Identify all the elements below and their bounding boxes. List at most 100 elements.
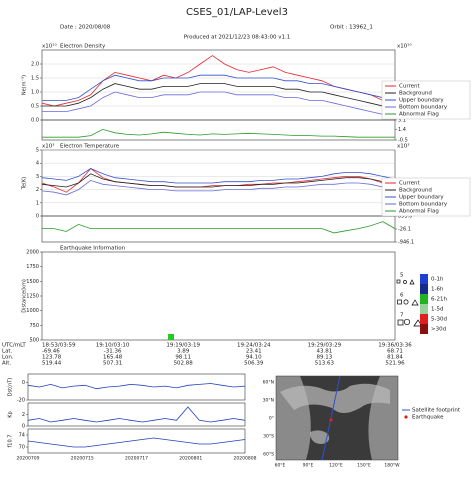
table-cell: 18:53/03:59: [42, 343, 76, 349]
legend-label: Current: [399, 84, 421, 90]
y-tick-label: 70: [19, 445, 25, 451]
magnitude-icon: [397, 319, 404, 326]
legend-label: Satellite footprint: [412, 408, 461, 414]
table-row-label: Alt.: [2, 361, 11, 367]
panel-scale: x10³: [42, 143, 54, 150]
panel-title: Electron Density: [60, 44, 106, 50]
map-y-label: 60°S: [263, 452, 274, 458]
legend-label: Bottom boundary: [399, 105, 448, 111]
magnitude-icon: [397, 299, 402, 305]
plot-frame: [27, 402, 246, 427]
table-cell: 23.41: [246, 349, 262, 355]
data-line: [41, 55, 396, 107]
legend-label: Abnormal Flag: [399, 209, 439, 215]
table-cell: 94.10: [246, 355, 262, 361]
table-cell: 68.71: [387, 349, 403, 355]
plot-frame: [27, 428, 246, 454]
date: Date : 2020/08/08: [60, 25, 111, 31]
data-line: [42, 221, 396, 234]
magnitude-icon: [411, 299, 419, 306]
map-x-label: 60°E: [275, 463, 286, 469]
table-cell: 89.13: [317, 355, 333, 361]
legend-label: Upper boundary: [399, 98, 444, 104]
y-tick-label: 1.5: [31, 76, 39, 82]
magnitude-icon: [396, 279, 401, 284]
table-cell: 19:19/03:19: [166, 343, 200, 349]
magnitude-icon: [403, 280, 407, 284]
colorbar-label: 1-5d: [431, 307, 443, 313]
map-y-label: 0°: [269, 416, 274, 422]
y-tick-label: -26.1: [398, 226, 411, 232]
legend-label: Current: [399, 181, 421, 187]
panel-title: Earthquake Information: [60, 246, 126, 252]
x-tick-label: 20200717: [125, 456, 148, 462]
y-tick-label: 0.5: [31, 104, 39, 110]
panel-scale: x10³: [397, 143, 409, 150]
produced: Produced at 2021/12/23 08:43:00 v1.1: [184, 35, 291, 41]
table-cell: 521.96: [385, 361, 405, 367]
orbit: Orbit : 13962_1: [330, 25, 373, 31]
plot-frame: [41, 251, 396, 341]
data-line: [27, 383, 246, 390]
panel-scale: x10¹⁰: [42, 43, 57, 50]
plot-frame: [41, 119, 396, 141]
colorbar-label: 5-30d: [431, 317, 447, 323]
y-tick-label: 3.1: [398, 118, 406, 124]
table-cell: -69.46: [42, 349, 60, 355]
colorbar-label: 6-21h: [431, 297, 447, 303]
table-cell: 3.89: [177, 349, 190, 355]
data-line: [42, 83, 396, 110]
colorbar-cell: [420, 284, 428, 294]
map-x-label: 90°E: [303, 463, 314, 469]
y-tick-label: 0: [36, 214, 39, 220]
panel-title: Electron Temperature: [60, 144, 120, 150]
table-cell: 81.84: [387, 355, 403, 361]
y-tick-label: 750: [29, 323, 39, 329]
map-x-label: 180°W: [384, 463, 400, 469]
x-tick-label: 20200709: [17, 456, 40, 462]
y-axis-label: Te(K): [22, 177, 28, 191]
table-row-label: Lat.: [2, 349, 13, 355]
legend-label: Bottom boundary: [399, 202, 448, 208]
legend-box: [381, 80, 471, 120]
table-cell: -31.36: [104, 349, 122, 355]
map-y-label: 30°S: [263, 434, 274, 440]
table-cell: 502.88: [174, 361, 194, 367]
legend-box: [381, 177, 471, 217]
y-tick-label: 1000: [26, 308, 39, 314]
data-line: [42, 128, 395, 138]
map-x-label: 120°E: [329, 463, 343, 469]
y-tick-label: 5: [36, 148, 39, 154]
y-tick-label: -0.5: [398, 138, 408, 144]
y-axis-label: Ne(m⁻³): [22, 75, 28, 95]
magnitude-label: 7: [400, 313, 404, 319]
magnitude-icon: [409, 279, 415, 285]
colorbar-label: 0-1h: [431, 277, 444, 283]
table-cell: 19:36/03:36: [378, 343, 412, 349]
map-y-label: 60°N: [263, 380, 274, 386]
y-tick-label: -946.1: [398, 240, 414, 246]
colorbar-label: >30d: [431, 327, 446, 333]
y-tick-label: 0.0: [31, 118, 39, 124]
table-cell: 507.31: [103, 361, 122, 367]
magnitude-label: 6: [400, 293, 404, 299]
table-cell: 123.78: [42, 355, 62, 361]
data-line: [41, 179, 396, 196]
x-tick-label: 20200801: [179, 456, 202, 462]
y-tick-label: 500: [29, 338, 39, 344]
legend-label: Earthquake: [412, 415, 444, 421]
map-land: [280, 383, 390, 444]
legend-label: Abnormal Flag: [399, 112, 439, 118]
table-cell: 43.81: [317, 349, 333, 355]
y-axis-label: f10.7: [8, 435, 14, 448]
plot-frame: [41, 149, 396, 217]
y-axis-label: Kp: [8, 411, 14, 417]
data-line: [41, 168, 396, 184]
panel-scale: x10¹⁰: [397, 43, 412, 50]
x-tick-label: 20200715: [71, 456, 94, 462]
data-line: [27, 406, 246, 423]
y-tick-label: 893.6: [398, 214, 412, 220]
magnitude-label: 5: [400, 273, 404, 279]
satellite-footprint: [321, 375, 341, 461]
